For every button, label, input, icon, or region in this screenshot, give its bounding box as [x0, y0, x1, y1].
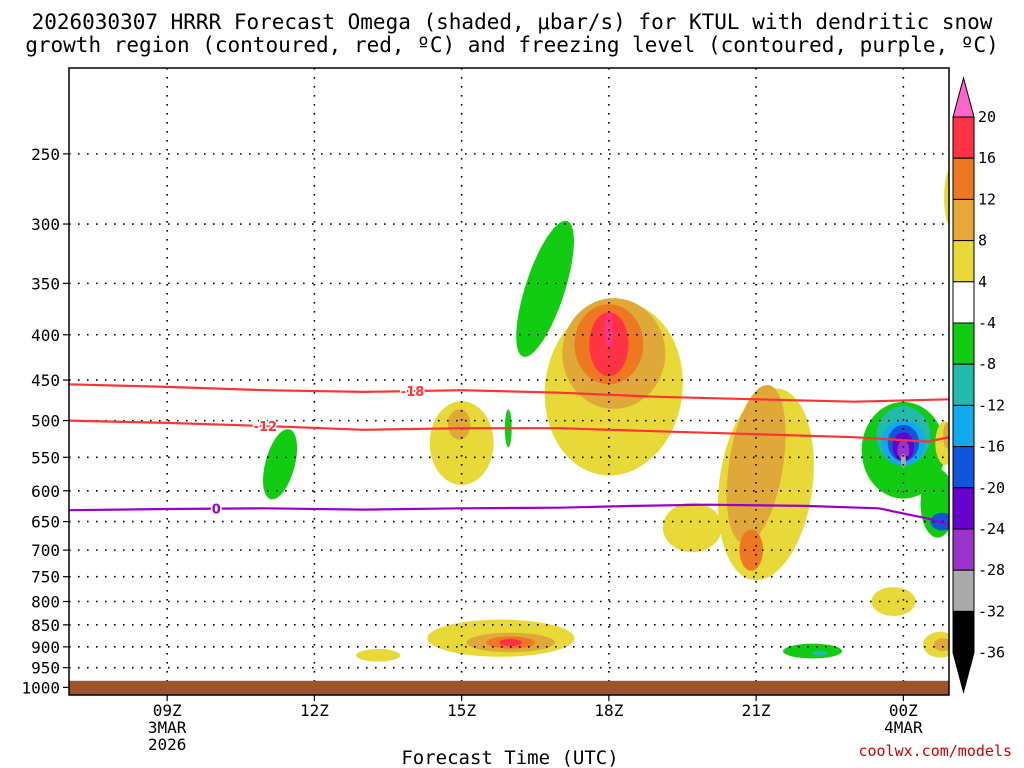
omega-region-y8-6 [447, 409, 471, 440]
colorbar-tick-label-1: 16 [978, 149, 996, 167]
y-tick-label-400: 400 [31, 326, 60, 345]
colorbar-segment-10 [952, 528, 975, 571]
contour-label-0: -18 [401, 385, 425, 400]
colorbar-tick-label-7: -12 [978, 396, 1005, 414]
y-tick-label-450: 450 [31, 371, 60, 390]
pressure-gridlines [69, 68, 949, 695]
colorbar-segment-7 [952, 404, 975, 448]
colorbar-segment-3 [952, 240, 975, 283]
colorbar-tick-label-12: -32 [978, 602, 1005, 620]
y-tick-label-950: 950 [31, 659, 60, 678]
y-tick-label-350: 350 [31, 274, 60, 293]
colorbar-tick-label-8: -16 [978, 438, 1005, 456]
contour-label-2: 0 [212, 503, 221, 518]
y-tick-label-550: 550 [31, 448, 60, 467]
y-tick-label-300: 300 [31, 215, 60, 234]
colorbar-tick-label-0: 20 [978, 108, 996, 126]
x-tick-label-24-1: 4MAR [884, 718, 923, 737]
colorbar-segment-11 [952, 569, 975, 612]
x-axis-title: Forecast Time (UTC) [401, 747, 618, 768]
surface-layer [69, 680, 949, 695]
omega-region-y8-35 [933, 638, 949, 652]
omega-region-g8-4 [812, 650, 828, 656]
omega-region-g28-28 [900, 453, 906, 468]
omega-region-y4-33 [871, 587, 916, 616]
colorbar-bottom-arrow [952, 652, 975, 694]
temperature-contours: -18 -12 0 [69, 383, 949, 526]
colorbar-segment-1 [952, 157, 975, 200]
omega-region-g24-27 [897, 440, 910, 461]
omega-region-y4-32 [944, 170, 949, 225]
colorbar-segment-9 [952, 487, 975, 530]
colorbar-segment-6 [952, 363, 975, 406]
colorbar-tick-label-2: 12 [978, 190, 996, 208]
y-tick-label-900: 900 [31, 638, 60, 657]
y-tick-label-700: 700 [31, 541, 60, 560]
colorbar-tick-label-10: -24 [978, 520, 1005, 538]
y-tick-label-800: 800 [31, 593, 60, 612]
y-tick-label-600: 600 [31, 482, 60, 501]
colorbar: 20 16 12 8 4 -4 -8 -12 -16 -20 -24 -28 -32 -36 [952, 76, 1005, 694]
chart-title-line1: 2026030307 HRRR Forecast Omega (shaded, … [32, 10, 993, 34]
x-tick-label-12-0: 12Z [300, 701, 329, 720]
x-tick-label-9-2: 2026 [148, 735, 187, 754]
colorbar-segment-2 [952, 198, 975, 242]
omega-region-g4-0 [263, 429, 298, 500]
x-tick-label-9-1: 3MAR [148, 718, 187, 737]
contour-line-0 [69, 383, 949, 403]
colorbar-tick-label-6: -8 [978, 355, 996, 373]
x-tick-label-9-0: 09Z [153, 701, 182, 720]
colorbar-tick-label-3: 8 [978, 232, 987, 250]
colorbar-tick-label-13: -36 [978, 644, 1005, 662]
omega-region-y8-31 [943, 422, 949, 449]
colorbar-tick-label-11: -28 [978, 561, 1005, 579]
credit-text: coolwx.com/models [858, 742, 1012, 760]
y-tick-label-750: 750 [31, 568, 60, 587]
omega-region-g4-3 [783, 643, 843, 659]
y-tick-label-250: 250 [31, 145, 60, 164]
omega-region-y16-11 [499, 638, 523, 647]
omega-region-y4-5 [429, 401, 494, 485]
colorbar-segment-0 [952, 116, 975, 159]
colorbar-segment-12 [952, 610, 975, 654]
ground-below-surface [69, 680, 949, 695]
x-tick-label-21-0: 21Z [742, 701, 771, 720]
colorbar-segment-8 [952, 446, 975, 489]
omega-shading-layer [263, 170, 949, 662]
omega-region-y4-13 [662, 502, 722, 553]
colorbar-tick-label-9: -20 [978, 479, 1005, 497]
omega-region-y12-20 [739, 529, 763, 571]
x-tick-label-18-0: 18Z [594, 701, 623, 720]
omega-region-g4-1 [516, 220, 574, 357]
chart-title-line2: growth region (contoured, red, ºC) and f… [25, 33, 999, 57]
contour-line-2 [69, 503, 949, 526]
plot-frame [68, 67, 950, 696]
y-tick-label-650: 650 [31, 513, 60, 532]
y-tick-label-1000: 1000 [21, 678, 60, 697]
colorbar-top-arrow [952, 76, 975, 118]
y-tick-label-500: 500 [31, 412, 60, 431]
colorbar-segment-4 [952, 281, 975, 324]
y-axis: 250 300 350 400 450 500 550 600 650 700 750 800 850 9… [21, 145, 69, 697]
colorbar-tick-label-4: 4 [978, 273, 987, 291]
y-tick-label-850: 850 [31, 616, 60, 635]
x-tick-label-15-0: 15Z [447, 701, 476, 720]
contour-label-1: -12 [254, 420, 278, 435]
contour-line-1 [69, 419, 949, 443]
colorbar-tick-label-5: -4 [978, 314, 996, 332]
x-tick-label-24-0: 00Z [889, 701, 918, 720]
omega-region-y4-7 [356, 649, 401, 662]
colorbar-segment-5 [952, 322, 975, 365]
